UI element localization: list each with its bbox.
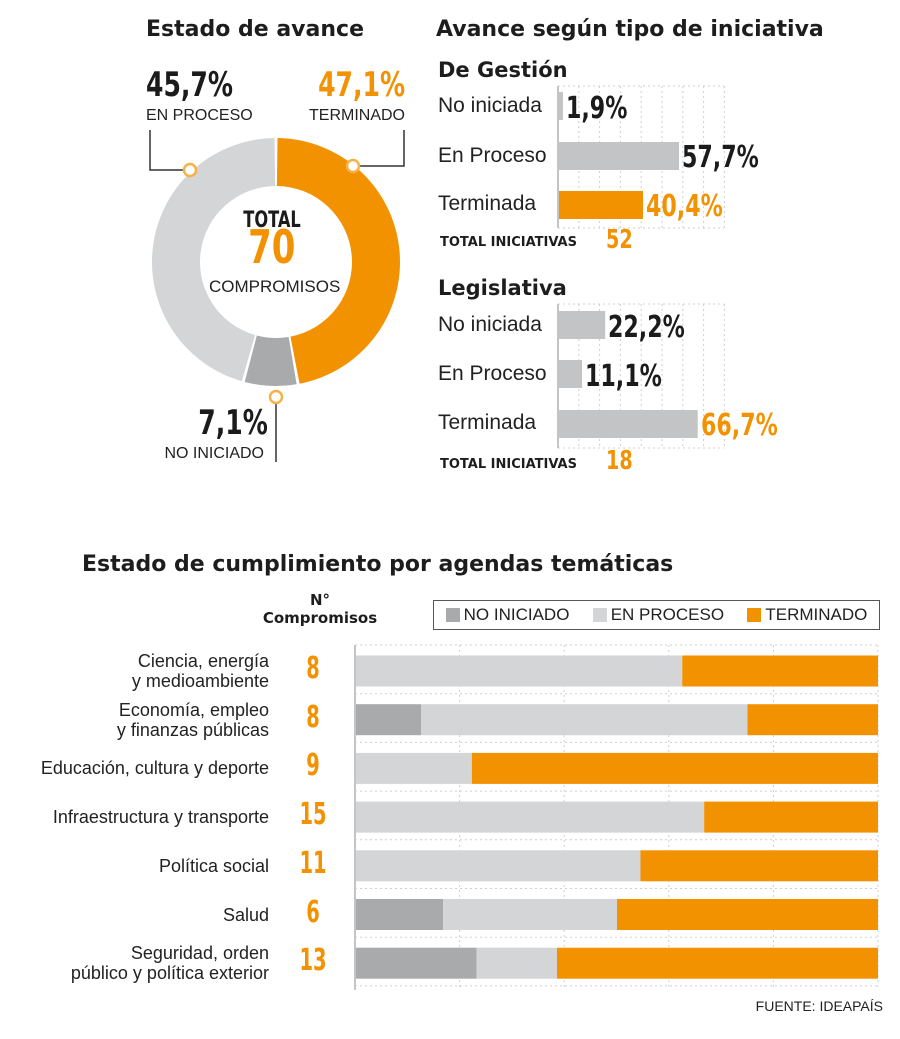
agenda-label: Educación, cultura y deporte xyxy=(41,758,269,778)
agenda-count: 8 xyxy=(306,651,320,686)
legislativa-total-value: 18 xyxy=(606,446,633,476)
terminado-label: TERMINADO xyxy=(309,107,405,124)
bar-segment-terminado xyxy=(471,752,878,784)
donut-slice-en-proceso xyxy=(151,138,276,382)
agenda-count: 6 xyxy=(306,894,320,930)
legend-label: EN PROCESO xyxy=(610,605,725,624)
bar-segment-terminado xyxy=(747,704,878,736)
agendas-title: Estado de cumplimiento por agendas temát… xyxy=(82,552,674,577)
bar-segment-en-proceso xyxy=(356,801,705,833)
bar-segment-en-proceso xyxy=(356,655,683,687)
source-note: FUENTE: IDEAPAÍS xyxy=(755,998,883,1014)
no-iniciado-pct: 7,1% xyxy=(198,403,268,443)
legend-item-no-iniciado: NO INICIADO xyxy=(445,605,570,625)
count-header-symbol: N° xyxy=(309,591,331,609)
bar-segment-terminado xyxy=(556,947,878,979)
gestion-pct: 1,9% xyxy=(565,91,628,126)
donut-total-value: 70 xyxy=(248,220,296,274)
legislativa-bar xyxy=(559,360,583,388)
no-iniciado-label: NO INICIADO xyxy=(164,445,264,462)
agenda-count: 13 xyxy=(299,943,327,979)
bar-segment-terminado xyxy=(617,899,878,930)
bar-segment-en-proceso xyxy=(421,704,748,736)
en-proceso-label: EN PROCESO xyxy=(146,107,253,124)
gestion-total-label: TOTAL INICIATIVAS xyxy=(440,235,577,250)
donut-total-label: TOTAL xyxy=(243,208,301,233)
legend-label: TERMINADO xyxy=(765,605,868,624)
gestion-pct: 57,7% xyxy=(682,140,759,175)
bar-segment-no-iniciado xyxy=(356,899,444,930)
legend-swatch-en-proceso xyxy=(592,608,607,622)
en-proceso-pct: 45,7% xyxy=(146,65,234,105)
donut-chart xyxy=(149,130,405,462)
agenda-label-line: Seguridad, orden xyxy=(130,943,269,964)
bar-segment-no-iniciado xyxy=(356,704,422,736)
agenda-label-line: Ciencia, energía xyxy=(137,651,269,671)
legislativa-pct: 22,2% xyxy=(608,310,685,345)
agenda-label-line: Economía, empleo xyxy=(118,699,269,720)
agenda-label: Ciencia, energía y medioambiente xyxy=(132,651,269,691)
legend-item-terminado: TERMINADO xyxy=(747,605,867,625)
legend-swatch-terminado xyxy=(747,608,762,622)
marker-en-proceso xyxy=(182,162,198,178)
agenda-label: Economía, empleo y finanzas públicas xyxy=(117,700,269,740)
agenda-label-line: Salud xyxy=(222,904,269,925)
legend-item-en-proceso: EN PROCESO xyxy=(592,605,725,625)
donut-title: Estado de avance xyxy=(146,17,364,42)
donut-slice-no-iniciado xyxy=(244,335,297,386)
agenda-count: 8 xyxy=(306,699,320,735)
gestion-total-value: 52 xyxy=(606,225,633,255)
agenda-count: 9 xyxy=(306,748,320,784)
gestion-bar xyxy=(559,142,680,170)
legislativa-pct: 66,7% xyxy=(700,408,778,443)
leader-line-en-proceso xyxy=(149,130,190,171)
legislativa-row-label: Terminada xyxy=(438,411,537,434)
leader-line-terminado xyxy=(353,130,405,167)
legislativa-total-label: TOTAL INICIATIVAS xyxy=(440,457,577,472)
legislativa-bar xyxy=(559,311,606,339)
agenda-label: Seguridad, orden público y política exter… xyxy=(71,943,269,983)
gestion-row-label: No iniciada xyxy=(438,94,542,117)
count-header-label: Compromisos xyxy=(262,609,378,627)
bar-segment-terminado xyxy=(682,655,878,687)
legislativa-row-label: En Proceso xyxy=(438,362,547,385)
legislativa-title: Legislativa xyxy=(438,276,567,300)
agenda-label-line: Infraestructura y transporte xyxy=(52,807,269,828)
bar-segment-en-proceso xyxy=(476,947,557,979)
legislativa-row-label: No iniciada xyxy=(438,313,542,336)
donut-total-unit: COMPROMISOS xyxy=(209,277,341,296)
agenda-label: Política social xyxy=(159,856,269,876)
agenda-label-line: y finanzas públicas xyxy=(116,719,269,740)
legend-label: NO INICIADO xyxy=(463,605,570,624)
legislativa-bar xyxy=(559,410,698,438)
agenda-label-line: y medioambiente xyxy=(131,671,269,691)
agenda-label-line: Política social xyxy=(158,855,269,876)
legend-swatch-no-iniciado xyxy=(445,608,460,622)
agenda-label-line: Educación, cultura y deporte xyxy=(40,758,269,779)
agenda-label-line: público y política exterior xyxy=(70,963,269,984)
gestion-bar xyxy=(559,191,644,219)
agenda-count: 11 xyxy=(299,845,327,881)
bar-segment-terminado xyxy=(640,850,878,882)
agenda-label: Salud xyxy=(223,905,269,925)
bar-segment-en-proceso xyxy=(356,850,641,882)
agenda-count: 15 xyxy=(299,797,327,833)
gestion-pct: 40,4% xyxy=(646,189,723,224)
legislativa-pct: 11,1% xyxy=(585,359,662,394)
gestion-title: De Gestión xyxy=(438,58,568,82)
bar-segment-terminado xyxy=(704,801,878,833)
gestion-row-label: En Proceso xyxy=(438,144,547,167)
donut-slice-terminado xyxy=(276,138,401,384)
agendas-legend: NO INICIADO EN PROCESO TERMINADO xyxy=(433,600,880,630)
marker-no-iniciado xyxy=(268,389,284,405)
terminado-pct: 47,1% xyxy=(317,65,405,105)
gestion-row-label: Terminada xyxy=(438,192,537,215)
bar-segment-en-proceso xyxy=(443,899,617,930)
marker-terminado xyxy=(345,158,361,174)
bar-segment-en-proceso xyxy=(356,752,472,784)
bar-segment-no-iniciado xyxy=(356,947,477,979)
agenda-label: Infraestructura y transporte xyxy=(53,807,269,827)
gestion-bar xyxy=(559,92,563,120)
tipo-title: Avance según tipo de iniciativa xyxy=(436,17,824,42)
